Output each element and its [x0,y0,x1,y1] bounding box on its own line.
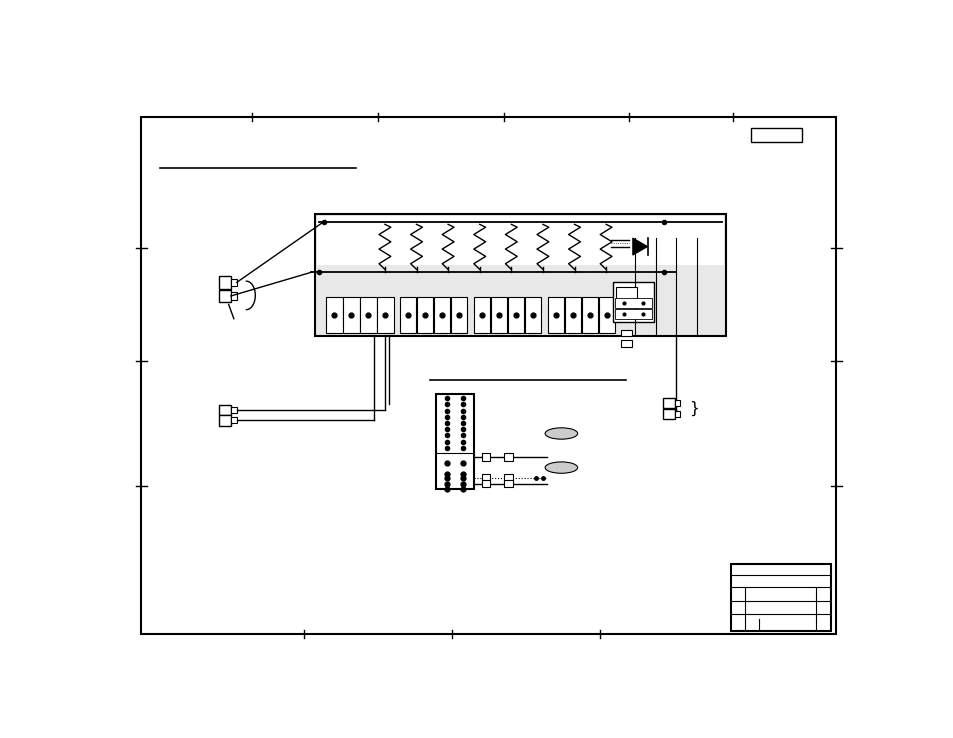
Bar [314,213,724,336]
Bar [662,399,674,409]
Bar [614,298,652,308]
Bar [231,418,236,424]
Bar [474,297,490,333]
Bar [503,480,512,488]
Bar [614,309,652,320]
Bar [491,297,507,333]
Bar [581,297,598,333]
Bar [436,393,474,489]
Bar [674,400,679,407]
Ellipse shape [544,462,577,473]
Bar [616,287,637,307]
Bar [219,276,231,289]
Bar [400,297,416,333]
Bar [503,453,512,461]
Bar [598,297,615,333]
Bar [619,329,631,337]
Bar [343,297,359,333]
Bar [503,474,512,482]
Bar [219,415,231,426]
Bar [416,297,433,333]
Bar [376,297,394,333]
Bar [751,128,801,142]
Bar [662,409,674,419]
Bar [451,297,467,333]
Bar [434,297,450,333]
Bar [219,405,231,415]
Bar [326,297,342,333]
Polygon shape [632,238,647,255]
Bar [524,297,541,333]
Bar [508,297,524,333]
Ellipse shape [544,428,577,439]
Text: }: } [688,401,698,416]
Bar [548,297,564,333]
Bar [481,474,490,482]
Bar [231,278,236,286]
Bar [360,297,376,333]
Bar [231,292,236,300]
Bar [481,480,490,488]
Bar [613,283,653,322]
Bar [231,407,236,413]
Bar [674,411,679,417]
Bar [619,339,631,347]
Bar [219,290,231,303]
Bar [564,297,580,333]
Bar [481,453,490,461]
Bar [731,564,830,631]
Bar [316,216,723,265]
